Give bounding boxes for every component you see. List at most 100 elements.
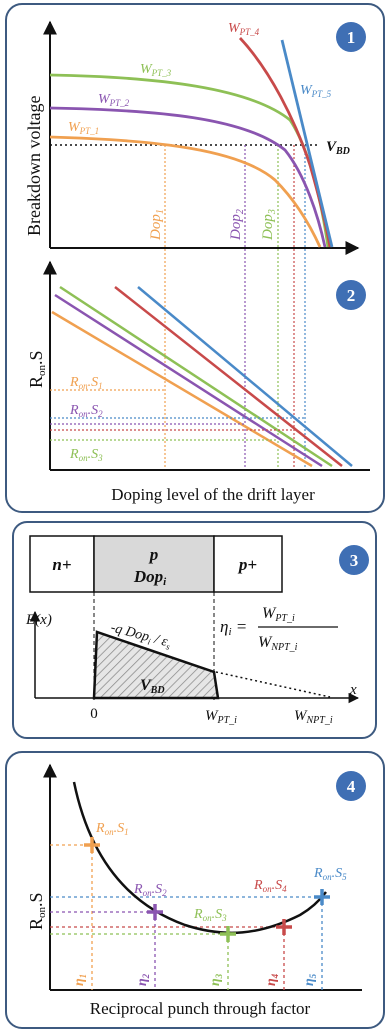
panel4-frame bbox=[5, 751, 385, 1029]
eta-label-1: η1 bbox=[72, 974, 88, 986]
eta3-sub: 3 bbox=[214, 973, 224, 979]
ron3-main: R bbox=[69, 447, 79, 462]
dop3-main: Dop bbox=[260, 214, 276, 241]
panel2-ylabel: Ron.S bbox=[26, 350, 48, 388]
eta-eq: = bbox=[232, 617, 248, 636]
wnpt-main: W bbox=[294, 708, 308, 724]
panel1-badge-text: 1 bbox=[347, 28, 356, 47]
p4-2-idx: 2 bbox=[162, 888, 167, 898]
curve-wpt5 bbox=[280, 39, 334, 248]
label-wpt2-sub: PT_2 bbox=[109, 98, 130, 108]
dop1-main: Dop bbox=[148, 214, 164, 241]
p4-label-4: Ron.S4 bbox=[253, 878, 287, 894]
eta-symbol: ηi = bbox=[220, 617, 247, 638]
label-wpt5: WPT_5 bbox=[300, 83, 332, 99]
region-p-label: p bbox=[148, 545, 159, 564]
panel4-ylabel-sub: on bbox=[36, 906, 48, 918]
dop3-label: Dop3 bbox=[260, 209, 278, 241]
ron-label-3: Ron.S3 bbox=[69, 447, 103, 463]
eta-denominator: WNPT_i bbox=[258, 634, 298, 653]
region-dop-sub: i bbox=[163, 576, 167, 588]
curve-wpt1 bbox=[49, 135, 322, 248]
p4-label-3: Ron.S3 bbox=[193, 907, 227, 923]
den-main: W bbox=[258, 634, 273, 651]
label-wpt3-sub: PT_3 bbox=[151, 68, 172, 78]
panel4-ylabel: Ron.S bbox=[26, 892, 48, 930]
panel2-badge: 2 bbox=[336, 280, 366, 310]
panel2-axes bbox=[43, 260, 370, 471]
label-wpt4: WPT_4 bbox=[228, 21, 260, 37]
panel3-badge-text: 3 bbox=[350, 551, 359, 570]
marker-3 bbox=[220, 926, 236, 942]
panel1-badge: 1 bbox=[336, 22, 366, 52]
panel3-frame bbox=[12, 521, 377, 739]
label-wpt1: WPT_1 bbox=[68, 120, 99, 136]
marker-2 bbox=[147, 904, 163, 920]
region-pp-label: p+ bbox=[237, 555, 257, 574]
tick-wnpt: WNPT_i bbox=[294, 708, 333, 726]
eta-sub: i bbox=[228, 626, 231, 638]
p4-5-main: R bbox=[313, 866, 323, 881]
label-wpt3-main: W bbox=[140, 62, 153, 77]
p4-3-sub: on bbox=[203, 913, 213, 923]
eta2-main: η bbox=[135, 978, 150, 986]
region-p-drift bbox=[93, 535, 215, 593]
label-wpt2: WPT_2 bbox=[98, 92, 130, 108]
slope-sub: i bbox=[147, 636, 152, 646]
p4-1-idx: 1 bbox=[124, 827, 129, 837]
field-area bbox=[92, 630, 220, 700]
tick-zero: 0 bbox=[90, 706, 98, 722]
panel2-ylabel-sub: on bbox=[36, 364, 48, 376]
wnpt-sub: NPT_i bbox=[306, 715, 333, 726]
panel4-ylabel-main: R bbox=[26, 918, 46, 930]
eta2-sub: 2 bbox=[141, 973, 151, 979]
ron-curve bbox=[72, 781, 327, 935]
region-n-label: n+ bbox=[52, 555, 71, 574]
dop2-main: Dop bbox=[228, 214, 244, 241]
p4-2-tail: .S bbox=[152, 882, 163, 897]
x-label: x bbox=[349, 682, 357, 698]
panel2-xlabel: Doping level of the drift layer bbox=[111, 485, 315, 504]
wpt-main: W bbox=[205, 708, 219, 724]
p4-5-idx: 5 bbox=[342, 872, 347, 882]
num-sub: PT_i bbox=[274, 613, 295, 624]
p4-4-main: R bbox=[253, 878, 263, 893]
marker-4 bbox=[276, 919, 292, 935]
vbd3-sub: BD bbox=[150, 685, 165, 696]
eta-label-2: η2 bbox=[135, 973, 151, 986]
p4-label-1: Ron.S1 bbox=[95, 821, 129, 837]
field-extension bbox=[215, 671, 331, 698]
eta1-sub: 1 bbox=[78, 974, 88, 979]
p4-4-sub: on bbox=[263, 884, 273, 894]
eta4-main: η bbox=[264, 978, 279, 986]
ex-label: E(x) bbox=[25, 612, 52, 628]
ron3-sub: on bbox=[79, 453, 89, 463]
ron2-main: R bbox=[69, 403, 79, 418]
tick-wpt: WPT_i bbox=[205, 708, 237, 726]
label-wpt5-sub: PT_5 bbox=[311, 89, 332, 99]
p4-label-2: Ron.S2 bbox=[133, 882, 167, 898]
marker-5 bbox=[314, 889, 330, 905]
panel4-badge: 4 bbox=[336, 771, 366, 801]
panel4-axes bbox=[43, 763, 362, 991]
num-main: W bbox=[262, 605, 277, 622]
eta-main: η bbox=[220, 617, 228, 636]
panel3-badge: 3 bbox=[339, 545, 369, 575]
label-wpt1-sub: PT_1 bbox=[79, 126, 100, 136]
label-wpt2-main: W bbox=[98, 92, 111, 107]
eta-numerator: WPT_i bbox=[262, 605, 295, 624]
label-wpt4-main: W bbox=[228, 21, 241, 36]
slope-mid: / ε bbox=[149, 631, 169, 650]
panel1-ylabel: Breakdown voltage bbox=[24, 96, 44, 236]
vbd-main: V bbox=[326, 139, 338, 155]
eta-label-5: η5 bbox=[302, 973, 318, 986]
label-wpt4-sub: PT_4 bbox=[239, 27, 260, 37]
label-wpt5-main: W bbox=[300, 83, 313, 98]
p4-2-main: R bbox=[133, 882, 143, 897]
ron-line-red bbox=[114, 286, 343, 467]
marker-1 bbox=[84, 837, 100, 853]
eta1-main: η bbox=[72, 978, 87, 986]
p4-label-5: Ron.S5 bbox=[313, 866, 347, 882]
vbd-sub: BD bbox=[335, 146, 350, 157]
panel2-ylabel-tail: .S bbox=[26, 350, 46, 365]
